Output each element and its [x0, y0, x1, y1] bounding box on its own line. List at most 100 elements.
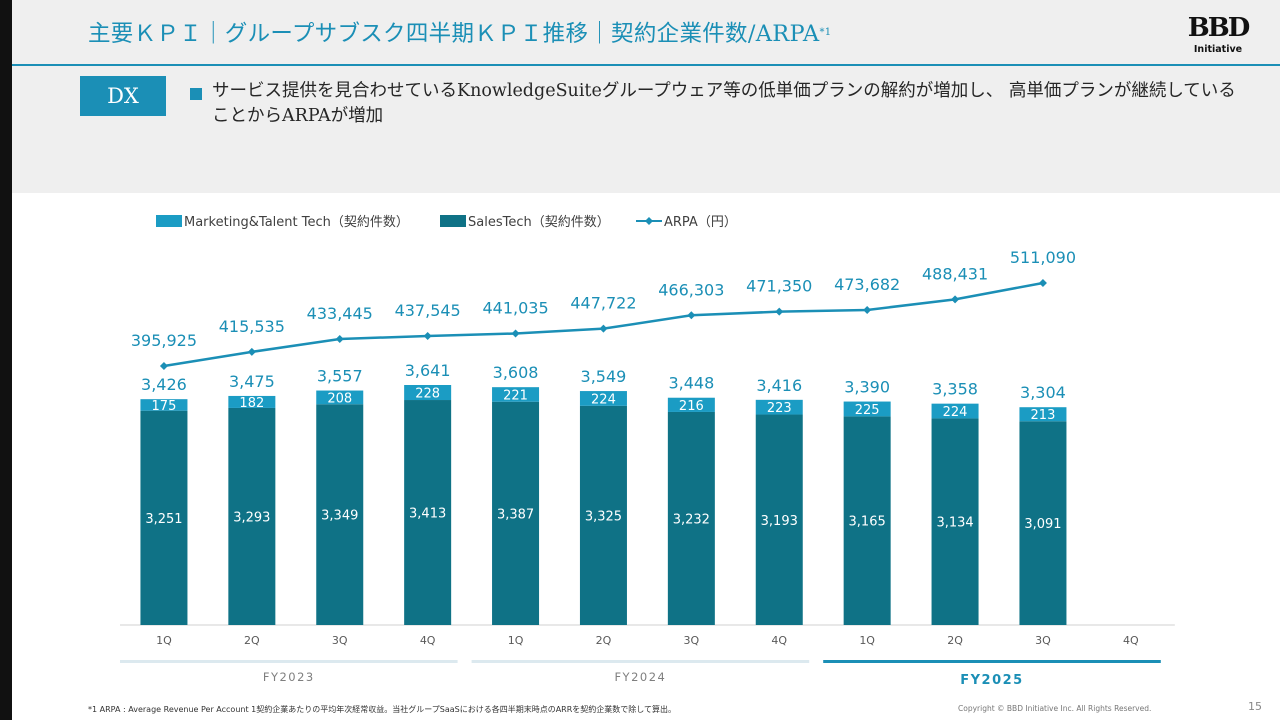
page-number: 15: [1248, 700, 1262, 713]
x-tick-label: 1Q: [156, 634, 172, 647]
label-salestech: 3,232: [673, 512, 710, 527]
bar-salestech: [140, 410, 188, 625]
x-tick-label: 2Q: [244, 634, 260, 647]
bar-salestech: [492, 401, 540, 625]
label-total: 3,557: [317, 367, 363, 386]
x-tick-label: 4Q: [420, 634, 436, 647]
arpa-label: 471,350: [746, 277, 812, 296]
x-tick-label: 2Q: [947, 634, 963, 647]
fy-label-1: FY2024: [614, 670, 666, 684]
footnote: *1 ARPA : Average Revenue Per Account 1契…: [88, 705, 677, 714]
label-marketing: 223: [767, 401, 792, 416]
bar-marketing: [492, 387, 540, 402]
fy-label-0: FY2023: [263, 670, 315, 684]
fy-bracket-1: [471, 660, 810, 663]
label-marketing: 225: [855, 403, 880, 418]
label-total: 3,390: [844, 378, 890, 397]
label-total: 3,475: [229, 372, 275, 391]
arpa-point: [511, 329, 520, 338]
bar-salestech: [931, 418, 979, 625]
label-marketing: 224: [943, 405, 968, 420]
arpa-label: 488,431: [922, 264, 988, 283]
label-total: 3,304: [1020, 383, 1066, 402]
bar-marketing: [404, 385, 452, 401]
logo-mark: BBD: [1187, 13, 1251, 43]
arpa-label: 395,925: [131, 331, 197, 350]
label-marketing: 208: [327, 391, 352, 406]
label-salestech: 3,091: [1024, 517, 1061, 532]
dx-badge: DX: [80, 76, 166, 116]
arpa-point: [863, 305, 872, 314]
x-tick-label: 3Q: [1035, 634, 1051, 647]
x-tick-label: 2Q: [596, 634, 612, 647]
arpa-point: [775, 307, 784, 316]
arpa-point: [1038, 279, 1047, 287]
label-salestech: 3,251: [145, 512, 182, 527]
arpa-label: 437,545: [395, 301, 461, 320]
legend-swatch-1: [440, 215, 466, 227]
x-tick-label: 1Q: [859, 634, 875, 647]
bar-marketing: [1019, 407, 1067, 422]
bar-marketing: [316, 390, 364, 405]
bar-salestech: [316, 404, 364, 625]
bar-marketing: [579, 391, 627, 406]
bar-marketing: [667, 397, 715, 412]
label-salestech: 3,413: [409, 507, 446, 522]
label-salestech: 3,165: [849, 515, 886, 530]
x-tick-label: 4Q: [1123, 634, 1139, 647]
arpa-point: [159, 362, 168, 370]
x-tick-label: 4Q: [771, 634, 787, 647]
bar-salestech: [755, 414, 803, 625]
bar-marketing: [228, 395, 276, 408]
bar-marketing: [843, 401, 891, 417]
left-accent-bar: [0, 0, 12, 720]
legend-marker-2: [645, 217, 653, 225]
label-total: 3,358: [932, 380, 978, 399]
label-salestech: 3,193: [761, 514, 798, 529]
arpa-point: [423, 332, 432, 341]
arpa-label: 466,303: [658, 280, 724, 299]
logo-subtitle: Initiative: [1193, 44, 1243, 55]
arpa-point: [951, 295, 960, 304]
page-title: 主要ＫＰＩ｜グループサブスク四半期ＫＰＩ推移｜契約企業件数/ARPA*1: [88, 21, 832, 47]
bar-salestech: [579, 405, 627, 625]
arpa-label: 447,722: [570, 294, 636, 313]
fy-label-2: FY2025: [960, 673, 1023, 688]
bar-marketing: [755, 399, 803, 415]
arpa-label: 433,445: [307, 304, 373, 323]
header-band: [12, 0, 1280, 193]
title-divider: [12, 64, 1280, 66]
bar-marketing: [931, 403, 979, 419]
fy-bracket-2: [823, 660, 1161, 663]
arpa-label: 473,682: [834, 275, 900, 294]
arpa-label: 511,090: [1010, 248, 1076, 267]
bar-salestech: [667, 411, 715, 625]
bar-salestech: [843, 416, 891, 625]
label-total: 3,426: [141, 375, 187, 394]
label-salestech: 3,349: [321, 509, 358, 524]
arpa-label: 415,535: [219, 317, 285, 336]
bar-salestech: [228, 407, 276, 625]
label-salestech: 3,325: [585, 509, 622, 524]
bar-salestech: [404, 400, 452, 625]
label-marketing: 224: [591, 392, 616, 407]
title-footnote-marker: *1: [819, 27, 832, 38]
legend-label-1: SalesTech（契約件数）: [468, 215, 610, 230]
legend-label-2: ARPA（円）: [664, 215, 737, 230]
bar-marketing: [140, 399, 188, 411]
label-marketing: 221: [503, 388, 528, 403]
label-total: 3,416: [756, 376, 802, 395]
label-marketing: 213: [1031, 408, 1056, 423]
label-marketing: 216: [679, 399, 704, 414]
x-tick-label: 3Q: [332, 634, 348, 647]
label-marketing: 228: [415, 387, 440, 402]
company-logo: BBD Initiative: [1186, 13, 1251, 60]
x-tick-label: 1Q: [508, 634, 524, 647]
fy-bracket-0: [120, 660, 458, 663]
arpa-point: [247, 347, 256, 356]
bar-salestech: [1019, 421, 1067, 625]
label-total: 3,608: [493, 363, 539, 382]
label-salestech: 3,387: [497, 507, 534, 522]
arpa-point: [687, 311, 696, 320]
